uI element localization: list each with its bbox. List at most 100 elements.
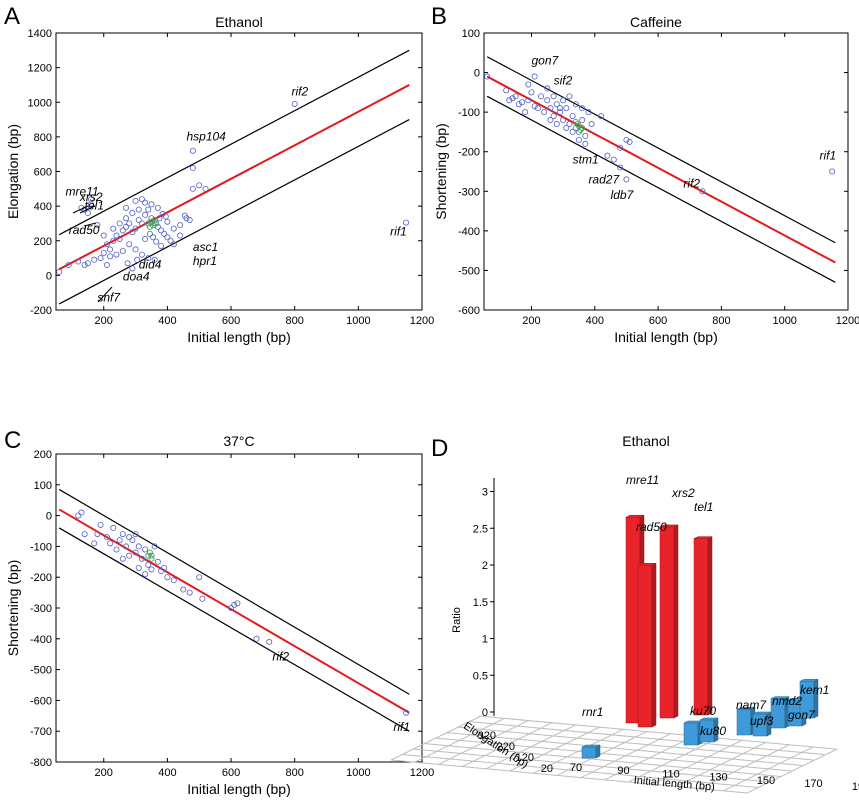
bound-line-upper	[58, 49, 410, 236]
panel-b-caffeine-scatter: 200 400 600 800 1000 1200-600-500-400-300-200…	[433, 28, 859, 345]
y-tick-label: 220	[497, 741, 515, 753]
x-tick-label: 800	[286, 315, 304, 327]
data-point	[186, 589, 193, 596]
data-point	[135, 543, 142, 550]
data-point	[544, 85, 551, 92]
data-point	[150, 234, 157, 241]
data-point	[107, 246, 114, 253]
bound-line-lower	[486, 95, 836, 283]
data-point	[829, 168, 836, 175]
data-point	[113, 232, 120, 239]
bar-front	[637, 565, 653, 728]
y-tick-label: -600	[30, 695, 52, 707]
data-point	[78, 509, 85, 516]
bound-line-upper	[58, 488, 410, 695]
data-point	[550, 93, 557, 100]
y-tick-label: -400	[30, 634, 52, 646]
panel-title-a: Ethanol	[215, 14, 262, 30]
data-point	[158, 227, 165, 234]
panel-title-b: Caffeine	[630, 14, 682, 30]
x-tick-label: 600	[649, 315, 667, 327]
x-tick-label: 400	[158, 315, 176, 327]
data-point	[181, 212, 188, 219]
y-tick-label: -100	[458, 107, 480, 119]
regression-line	[486, 75, 836, 264]
floor-line	[462, 722, 553, 768]
gene-annotation: ldb7	[611, 188, 635, 202]
z-tick-label: 0	[482, 707, 488, 719]
data-point	[129, 229, 136, 236]
z-tick-label: 2.5	[473, 523, 488, 535]
data-point	[189, 147, 196, 154]
data-point	[151, 543, 158, 550]
x-tick-label: 90	[617, 765, 629, 777]
gene-annotation: mre11	[66, 185, 99, 199]
data-point	[585, 109, 592, 116]
x-tick-label: 170	[804, 778, 822, 790]
gene-annotation: rad27	[588, 172, 620, 186]
floor-line	[604, 735, 695, 781]
y-tick-label: -300	[30, 603, 52, 615]
data-point	[161, 230, 168, 237]
data-point	[566, 121, 573, 128]
y-tick-label: -100	[30, 541, 52, 553]
bar-label: ku70	[690, 704, 716, 718]
bar-label: gon7	[788, 708, 816, 722]
data-point	[116, 236, 123, 243]
data-point	[107, 540, 114, 547]
data-point-highlight	[148, 555, 155, 562]
annotation-arrow	[79, 205, 96, 214]
data-point	[132, 531, 139, 538]
bar-top	[699, 717, 719, 721]
data-point	[199, 595, 206, 602]
data-point	[291, 100, 298, 107]
data-point	[91, 256, 98, 263]
data-point-highlight	[577, 126, 584, 133]
data-point	[107, 253, 114, 260]
data-point-highlight	[145, 552, 152, 559]
data-point-highlight	[153, 220, 160, 227]
x-tick-label: 200	[522, 315, 540, 327]
data-point	[124, 260, 131, 267]
floor-line	[699, 744, 790, 790]
floor-line	[434, 737, 792, 772]
data-point	[189, 165, 196, 172]
panel-letter-c: C	[4, 427, 21, 454]
y-tick-label: -600	[458, 305, 480, 317]
data-point	[97, 255, 104, 262]
x-tick-label: 1200	[410, 767, 434, 779]
y-tick-label: -500	[458, 265, 480, 277]
gene-annotation: did4	[139, 257, 162, 271]
data-point	[588, 121, 595, 128]
panel-letter-a: A	[4, 3, 20, 30]
x-tick-label: 110	[662, 768, 680, 780]
bar-label: xrs2	[671, 486, 695, 500]
data-point	[189, 185, 196, 192]
gene-annotation: rif2	[272, 649, 289, 663]
floor-line	[390, 759, 748, 794]
bar-top	[736, 707, 756, 710]
y-tick-label: -300	[458, 186, 480, 198]
data-point	[617, 144, 624, 151]
data-point	[142, 236, 149, 243]
data-point	[132, 246, 139, 253]
data-point	[148, 201, 155, 208]
bound-line-lower	[58, 119, 410, 305]
data-point	[253, 635, 260, 642]
data-point	[100, 232, 107, 239]
data-point	[103, 241, 110, 248]
data-point	[162, 213, 169, 220]
data-point	[126, 534, 133, 541]
annotation-arrow	[97, 286, 113, 303]
data-point	[228, 605, 235, 612]
bar-side	[673, 524, 679, 719]
y-tick-label: -700	[30, 726, 52, 738]
plot-area	[56, 49, 410, 305]
y-tick-label: 100	[462, 28, 480, 40]
gene-annotation: sif2	[554, 73, 573, 87]
bar-top	[581, 744, 601, 748]
data-point	[569, 113, 576, 120]
bar-tel1	[693, 536, 713, 716]
data-point	[113, 251, 120, 258]
